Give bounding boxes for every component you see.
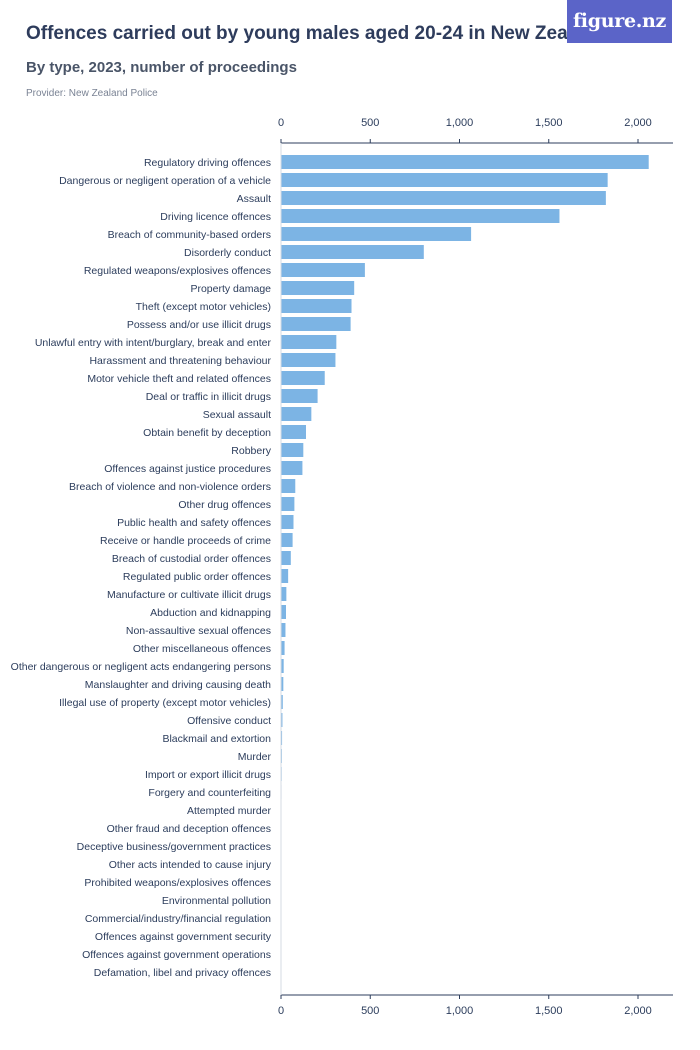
bar bbox=[281, 263, 365, 277]
category-label: Assault bbox=[237, 193, 272, 205]
category-label: Property damage bbox=[190, 283, 271, 295]
category-label: Other fraud and deception offences bbox=[107, 823, 271, 835]
chart-title: Offences carried out by young males aged… bbox=[26, 23, 607, 44]
category-label: Commercial/industry/financial regulation bbox=[85, 913, 271, 925]
bars bbox=[280, 143, 649, 995]
top-axis-tick-label: 1,500 bbox=[535, 117, 563, 129]
bar bbox=[281, 641, 285, 655]
bar bbox=[281, 335, 337, 349]
top-axis-tick-label: 500 bbox=[361, 117, 379, 129]
bar bbox=[281, 227, 472, 241]
chart-subtitle: By type, 2023, number of proceedings bbox=[26, 59, 297, 76]
bar bbox=[281, 551, 291, 565]
bar bbox=[281, 623, 286, 637]
bar bbox=[281, 389, 318, 403]
category-label: Harassment and threatening behaviour bbox=[89, 355, 271, 367]
category-label: Offensive conduct bbox=[187, 715, 271, 727]
bar bbox=[281, 299, 352, 313]
bottom-axis-tick-label: 1,500 bbox=[535, 1005, 563, 1017]
category-label: Offences against justice procedures bbox=[104, 463, 271, 475]
figure-nz-logo[interactable]: figure.nz bbox=[567, 0, 672, 43]
top-axis-tick-label: 2,000 bbox=[624, 117, 652, 129]
bar bbox=[281, 515, 294, 529]
bar bbox=[281, 659, 284, 673]
category-label: Abduction and kidnapping bbox=[150, 607, 271, 619]
category-label: Attempted murder bbox=[187, 805, 272, 817]
bar bbox=[281, 407, 312, 421]
category-labels: Regulatory driving offences Dangerous or … bbox=[11, 157, 272, 979]
category-label: Breach of community-based orders bbox=[108, 229, 271, 241]
category-label: Motor vehicle theft and related offences bbox=[87, 373, 271, 385]
category-label: Offences against government operations bbox=[82, 949, 271, 961]
category-label: Non-assaultive sexual offences bbox=[126, 625, 271, 637]
category-label: Forgery and counterfeiting bbox=[148, 787, 271, 799]
top-axis: 0 500 1,000 1,500 2,000 bbox=[278, 117, 673, 144]
bar bbox=[281, 371, 325, 385]
bar bbox=[281, 713, 283, 727]
bar bbox=[281, 443, 304, 457]
bar bbox=[281, 479, 296, 493]
category-label: Regulatory driving offences bbox=[144, 157, 271, 169]
bar bbox=[281, 317, 351, 331]
bottom-axis-tick-label: 500 bbox=[361, 1005, 379, 1017]
category-label: Other dangerous or negligent acts endang… bbox=[11, 661, 271, 673]
category-label: Other drug offences bbox=[178, 499, 271, 511]
category-label: Sexual assault bbox=[203, 409, 271, 421]
category-label: Driving licence offences bbox=[160, 211, 271, 223]
bar bbox=[281, 425, 306, 439]
category-label: Blackmail and extortion bbox=[162, 733, 271, 745]
bar bbox=[281, 695, 283, 709]
category-label: Murder bbox=[238, 751, 272, 763]
bar bbox=[281, 569, 289, 583]
category-label: Obtain benefit by deception bbox=[143, 427, 271, 439]
category-label: Illegal use of property (except motor ve… bbox=[59, 697, 271, 709]
bottom-axis-tick-label: 1,000 bbox=[446, 1005, 474, 1017]
category-label: Other miscellaneous offences bbox=[133, 643, 271, 655]
category-label: Regulated weapons/explosives offences bbox=[84, 265, 271, 277]
category-label: Environmental pollution bbox=[162, 895, 271, 907]
category-label: Breach of custodial order offences bbox=[112, 553, 271, 565]
category-label: Breach of violence and non-violence orde… bbox=[69, 481, 271, 493]
bar bbox=[281, 497, 295, 511]
bar bbox=[281, 677, 284, 691]
bar bbox=[281, 461, 303, 475]
category-label: Dangerous or negligent operation of a ve… bbox=[59, 175, 271, 187]
category-label: Manufacture or cultivate illicit drugs bbox=[107, 589, 271, 601]
category-label: Regulated public order offences bbox=[123, 571, 271, 583]
bar bbox=[281, 731, 283, 745]
top-axis-tick-label: 0 bbox=[278, 117, 284, 129]
bar bbox=[281, 533, 293, 547]
category-label: Defamation, libel and privacy offences bbox=[94, 967, 271, 979]
bar bbox=[281, 245, 424, 259]
category-label: Disorderly conduct bbox=[184, 247, 271, 259]
bottom-axis-tick-label: 0 bbox=[278, 1005, 284, 1017]
bar bbox=[281, 605, 286, 619]
category-label: Deceptive business/government practices bbox=[77, 841, 271, 853]
data-provider: Provider: New Zealand Police bbox=[26, 88, 158, 99]
category-label: Robbery bbox=[231, 445, 271, 457]
bar bbox=[281, 587, 287, 601]
top-axis-tick-label: 1,000 bbox=[446, 117, 474, 129]
category-label: Possess and/or use illicit drugs bbox=[127, 319, 271, 331]
bar bbox=[281, 173, 608, 187]
bar bbox=[281, 155, 649, 169]
category-label: Offences against government security bbox=[95, 931, 272, 943]
bar bbox=[281, 209, 560, 223]
category-label: Other acts intended to cause injury bbox=[109, 859, 272, 871]
category-label: Import or export illicit drugs bbox=[145, 769, 271, 781]
category-label: Manslaughter and driving causing death bbox=[85, 679, 271, 691]
bar bbox=[281, 191, 606, 205]
bar bbox=[281, 353, 336, 367]
bar bbox=[281, 281, 355, 295]
bottom-axis: 0 500 1,000 1,500 2,000 bbox=[278, 994, 673, 1017]
bottom-axis-tick-label: 2,000 bbox=[624, 1005, 652, 1017]
category-label: Public health and safety offences bbox=[117, 517, 271, 529]
category-label: Unlawful entry with intent/burglary, bre… bbox=[35, 337, 272, 349]
category-label: Theft (except motor vehicles) bbox=[136, 301, 271, 313]
category-label: Deal or traffic in illicit drugs bbox=[146, 391, 271, 403]
category-label: Receive or handle proceeds of crime bbox=[100, 535, 271, 547]
category-label: Prohibited weapons/explosives offences bbox=[84, 877, 271, 889]
